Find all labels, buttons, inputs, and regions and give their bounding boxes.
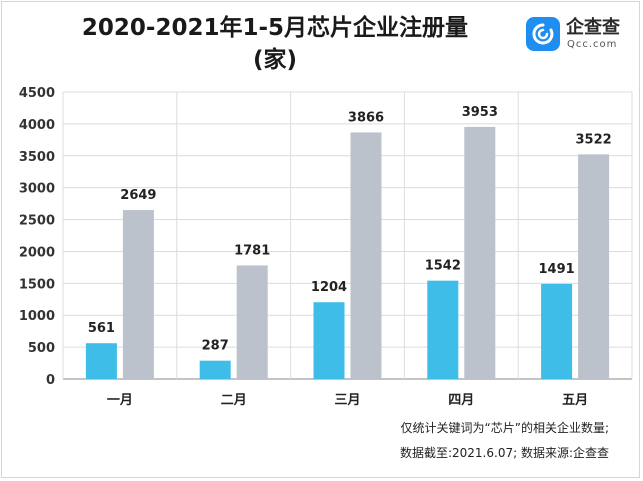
data-label: 3522 bbox=[576, 132, 612, 147]
logo-domain: Qcc.com bbox=[567, 39, 618, 50]
bar bbox=[199, 360, 231, 379]
data-label: 1491 bbox=[539, 262, 575, 277]
y-tick-label: 500 bbox=[28, 341, 55, 356]
y-tick-label: 1000 bbox=[19, 309, 55, 324]
bar bbox=[85, 343, 117, 379]
data-label: 1542 bbox=[425, 259, 461, 274]
y-tick-label: 3000 bbox=[19, 182, 55, 197]
logo-name: 企查查 bbox=[566, 17, 620, 38]
data-label: 287 bbox=[202, 339, 229, 354]
y-tick-label: 4000 bbox=[19, 118, 55, 133]
y-tick-label: 1500 bbox=[19, 277, 55, 292]
data-label: 561 bbox=[88, 321, 115, 336]
bar bbox=[427, 280, 459, 379]
chart-title-unit: (家) bbox=[252, 47, 298, 73]
bar bbox=[236, 265, 268, 379]
data-label: 1781 bbox=[234, 243, 270, 258]
y-tick-label: 2500 bbox=[19, 214, 55, 229]
x-tick-label: 二月 bbox=[221, 393, 247, 408]
y-tick-label: 3500 bbox=[19, 150, 55, 165]
footnote-source: 数据截至:2021.6.07; 数据来源:企查查 bbox=[399, 446, 609, 460]
x-tick-label: 五月 bbox=[562, 393, 588, 408]
data-label: 1204 bbox=[311, 280, 347, 295]
x-tick-label: 四月 bbox=[448, 393, 474, 408]
bar bbox=[350, 132, 382, 379]
x-axis-ticks: 一月 二月 三月 四月 五月 bbox=[107, 393, 588, 408]
bar bbox=[313, 302, 345, 379]
x-tick-label: 三月 bbox=[334, 393, 360, 408]
gridlines bbox=[62, 91, 633, 380]
bar bbox=[541, 283, 573, 379]
bar bbox=[122, 210, 154, 379]
y-axis-ticks: 0 500 1000 1500 2000 2500 3000 3500 4000 4500 bbox=[19, 86, 55, 388]
y-tick-label: 4500 bbox=[19, 86, 55, 101]
bar bbox=[464, 126, 496, 379]
data-label: 3866 bbox=[348, 110, 384, 125]
bars bbox=[85, 126, 610, 379]
footnote-scope: 仅统计关键词为“芯片”的相关企业数量; bbox=[400, 421, 609, 435]
y-tick-label: 0 bbox=[46, 373, 55, 388]
x-tick-label: 一月 bbox=[107, 393, 133, 408]
bar bbox=[578, 154, 610, 379]
chart-title: 2020-2021年1-5月芯片企业注册量 bbox=[81, 15, 469, 41]
data-labels: 561 2649 287 1781 1204 3866 1542 3953 1491 3522 bbox=[88, 105, 612, 354]
data-label: 3953 bbox=[462, 105, 498, 120]
qcc-logo: 企查查 Qcc.com bbox=[526, 17, 638, 53]
qcc-logo-icon bbox=[526, 17, 560, 51]
data-label: 2649 bbox=[120, 188, 156, 203]
y-tick-label: 2000 bbox=[19, 245, 55, 260]
